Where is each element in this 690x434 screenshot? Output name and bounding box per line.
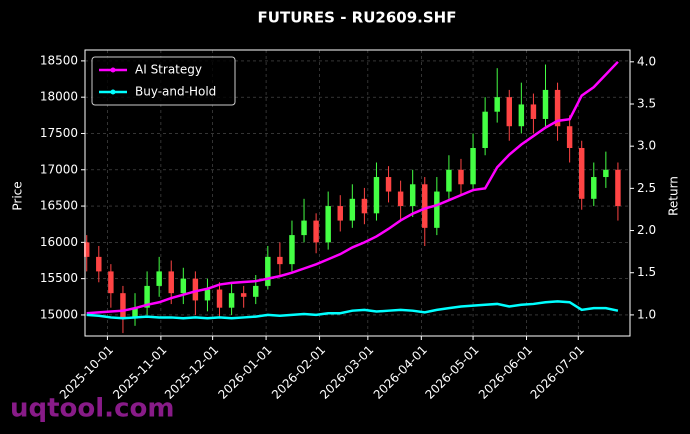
y2-tick-label: 4.0 (637, 54, 656, 68)
y-tick-label: 16500 (40, 199, 78, 213)
y2-tick-label: 3.5 (637, 96, 656, 110)
candle-body (96, 256, 102, 272)
y2-axis-label: Return (667, 176, 681, 216)
candle-body (265, 256, 271, 286)
candle-body (349, 198, 356, 221)
y-tick-label: 15500 (40, 271, 78, 285)
legend-marker (110, 89, 116, 95)
y2-tick-label: 1.0 (637, 307, 656, 321)
candle-body (397, 191, 404, 207)
candle-body (409, 184, 416, 207)
x-tick-label: 2026-04-01 (371, 343, 430, 402)
candle-body (615, 169, 621, 207)
candle-body (482, 111, 488, 148)
y2-tick-label: 2.5 (637, 181, 656, 195)
candle-body (603, 169, 609, 178)
y-axis-label: Price (11, 181, 25, 210)
candle-body (144, 285, 150, 308)
y2-tick-label: 1.5 (637, 265, 656, 279)
y-tick-label: 15000 (40, 307, 78, 321)
candle-body (361, 198, 368, 214)
candle-body (373, 177, 380, 214)
candle-body (132, 307, 138, 319)
candle-body (422, 184, 428, 228)
y-tick-label: 18500 (40, 53, 78, 67)
candle-body (518, 104, 525, 127)
y-tick-label: 18000 (40, 90, 78, 104)
candle-body (301, 220, 307, 236)
candle-body (180, 278, 187, 294)
candle-body (554, 89, 561, 127)
candle-body (530, 104, 537, 119)
candle-body (578, 147, 585, 199)
candle-body (337, 206, 343, 221)
y-tick-label: 16000 (40, 235, 78, 249)
return-line (86, 300, 619, 320)
candle-body (228, 293, 235, 308)
candle-body (542, 89, 549, 119)
chart-title: FUTURES - RU2609.SHF (258, 9, 457, 27)
candle-body (470, 147, 476, 185)
y2-tick-label: 3.0 (637, 139, 656, 153)
candle-body (204, 289, 211, 301)
return-line (86, 60, 619, 315)
candle-body (289, 235, 295, 265)
candle-body (192, 278, 199, 301)
candle-body (108, 271, 114, 294)
legend-marker (110, 67, 116, 73)
watermark: uqtool.com (10, 394, 174, 424)
candle-body (591, 177, 597, 199)
candle-body (216, 289, 223, 308)
x-tick-label: 2026-06-01 (476, 343, 535, 402)
candle-body (156, 271, 162, 286)
candle-body (446, 169, 452, 192)
candle-body (313, 220, 319, 243)
y-tick-label: 17000 (40, 162, 78, 176)
candle-body (253, 285, 259, 297)
candle-body (506, 97, 512, 127)
candle-body (566, 126, 573, 148)
x-tick-label: 2026-07-01 (528, 343, 587, 402)
candle-body (325, 206, 331, 243)
legend-label: Buy-and-Hold (135, 85, 216, 99)
y2-tick-label: 2.0 (637, 223, 656, 237)
legend-box (91, 56, 236, 106)
x-tick-label: 2026-05-01 (422, 343, 481, 402)
plot-frame (84, 49, 631, 337)
candle-body (385, 177, 392, 192)
candle-body (458, 169, 464, 185)
x-tick-label: 2026-01-01 (215, 343, 274, 402)
y-tick-label: 17500 (40, 126, 78, 140)
legend-label: AI Strategy (135, 63, 202, 77)
candle-body (277, 256, 283, 265)
candle-body (83, 242, 90, 257)
candle-body (434, 191, 440, 228)
candle-body (120, 293, 126, 319)
candle-body (168, 271, 174, 294)
candle-body (494, 97, 500, 112)
candle-body (240, 293, 247, 297)
